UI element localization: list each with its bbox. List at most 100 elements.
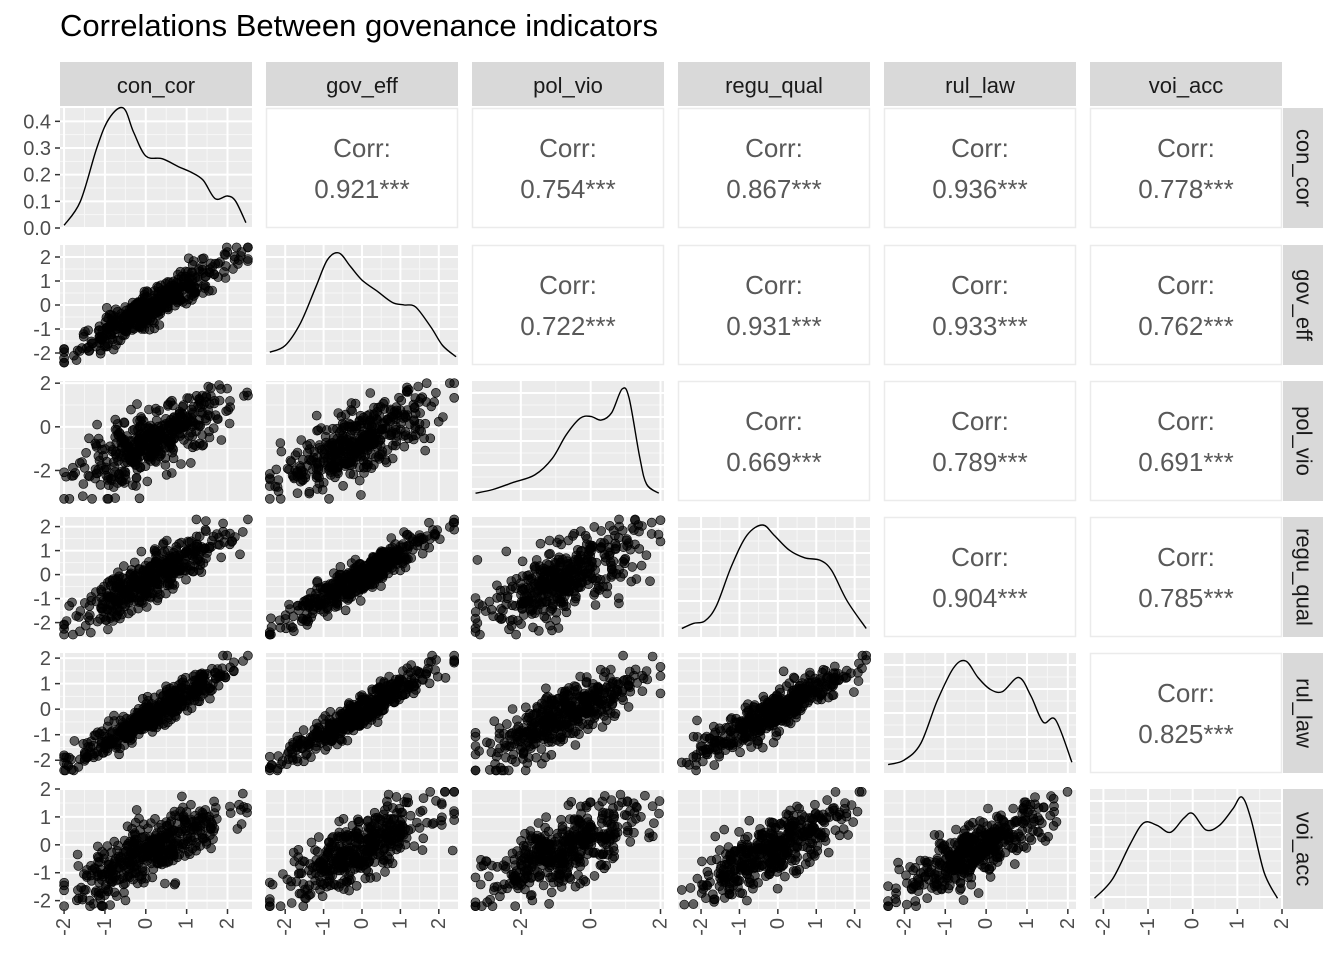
scatter-point (175, 419, 186, 430)
scatter-point (181, 574, 191, 585)
scatter-point (369, 402, 379, 413)
scatter-point (142, 588, 152, 599)
scatter-point (232, 824, 243, 834)
scatter-point (59, 629, 69, 640)
scatter-point (393, 545, 404, 556)
scatter-point (92, 419, 102, 430)
scatter-point (160, 878, 170, 889)
scatter-point (91, 596, 102, 607)
scatter-point (117, 721, 128, 731)
chart-title: Correlations Between govenance indicator… (60, 8, 658, 43)
scatter-point (305, 438, 315, 449)
scatter-point (507, 614, 518, 625)
corr-label: Corr: (539, 133, 597, 163)
scatter-point (340, 605, 351, 616)
scatter-point (59, 357, 69, 368)
scatter-point (95, 479, 106, 490)
scatter-point (407, 678, 418, 689)
scatter-point (608, 556, 619, 567)
scatter-point (655, 688, 666, 699)
scatter-point (486, 604, 497, 615)
scatter-point (141, 443, 151, 454)
scatter-point (618, 542, 629, 553)
corr-panel-con_cor-pol_vio (471, 107, 665, 229)
row-strip-rul_law (1283, 653, 1323, 773)
scatter-point (132, 303, 143, 313)
scatter-point (623, 680, 634, 691)
scatter-point (87, 338, 97, 349)
corr-panel-regu_qual-voi_acc (1089, 516, 1283, 638)
scatter-point (581, 672, 592, 682)
scatter-point (797, 685, 808, 695)
scatter-point (292, 471, 303, 482)
scatter-point (78, 491, 88, 502)
corr-value: 0.933*** (932, 311, 1027, 341)
scatter-point (375, 434, 385, 445)
scatter-point (282, 463, 293, 474)
scatter-point (599, 549, 610, 560)
scatter-point (853, 676, 864, 686)
scatter-point (100, 615, 111, 625)
scatter-point (134, 493, 145, 504)
scatter-point (420, 445, 431, 456)
scatter-point (396, 395, 407, 406)
scatter-point (541, 683, 551, 694)
scatter-point (73, 885, 83, 895)
scatter-point (417, 674, 428, 685)
corr-panel-gov_eff-voi_acc (1089, 244, 1283, 366)
scatter-point (316, 465, 327, 475)
scatter-point (354, 475, 365, 486)
scatter-point (177, 674, 188, 685)
scatter-point (861, 650, 872, 661)
scatter-point (73, 861, 84, 871)
scatter-point (763, 716, 774, 727)
scatter-point (510, 600, 521, 611)
scatter-point (655, 661, 666, 672)
corr-panel-gov_eff-regu_qual (677, 244, 871, 366)
scatter-point (470, 623, 481, 634)
scatter-point (243, 242, 253, 253)
scatter-point (156, 434, 166, 445)
strip-rul_law (884, 62, 1076, 106)
scatter-point (275, 622, 286, 633)
corr-label: Corr: (951, 542, 1009, 572)
scatter-point (296, 435, 307, 445)
corr-panel-gov_eff-rul_law (883, 244, 1077, 366)
scatter-point (421, 378, 432, 389)
scatter-point (160, 851, 170, 861)
scatter-point (311, 410, 322, 421)
scatter-point (187, 431, 198, 441)
scatter-point (68, 462, 78, 473)
scatter-point (691, 752, 702, 763)
scatter-point (120, 601, 130, 612)
scatter-point (201, 836, 212, 847)
scatter-point (472, 555, 483, 565)
row-strip-gov_eff (1283, 245, 1323, 365)
scatter-point (122, 821, 133, 832)
scatter-point (125, 456, 136, 467)
corr-value: 0.754*** (520, 174, 615, 204)
scatter-point (531, 708, 542, 719)
scatter-point (84, 471, 95, 482)
scatter-point (351, 421, 361, 432)
scatter-point (205, 411, 216, 421)
scatter-point (496, 604, 506, 614)
scatter-point (143, 454, 154, 464)
scatter-point (193, 696, 203, 707)
scatter-point (684, 759, 694, 770)
strip-label-con_cor: con_cor (117, 73, 195, 98)
scatter-point (376, 581, 386, 591)
row-strip-label-con_cor: con_cor (1292, 129, 1317, 207)
scatter-point (549, 579, 560, 590)
scatter-point (75, 754, 85, 765)
corr-label: Corr: (951, 133, 1009, 163)
scatter-point (166, 439, 176, 450)
scatter-point (372, 695, 383, 706)
scatter-point (523, 752, 534, 763)
scatter-point (131, 805, 142, 815)
scatter-point (547, 603, 558, 614)
scatter-point (226, 536, 237, 547)
scatter-point (486, 747, 497, 758)
scatter-point (225, 662, 235, 673)
scatter-point (634, 543, 645, 554)
